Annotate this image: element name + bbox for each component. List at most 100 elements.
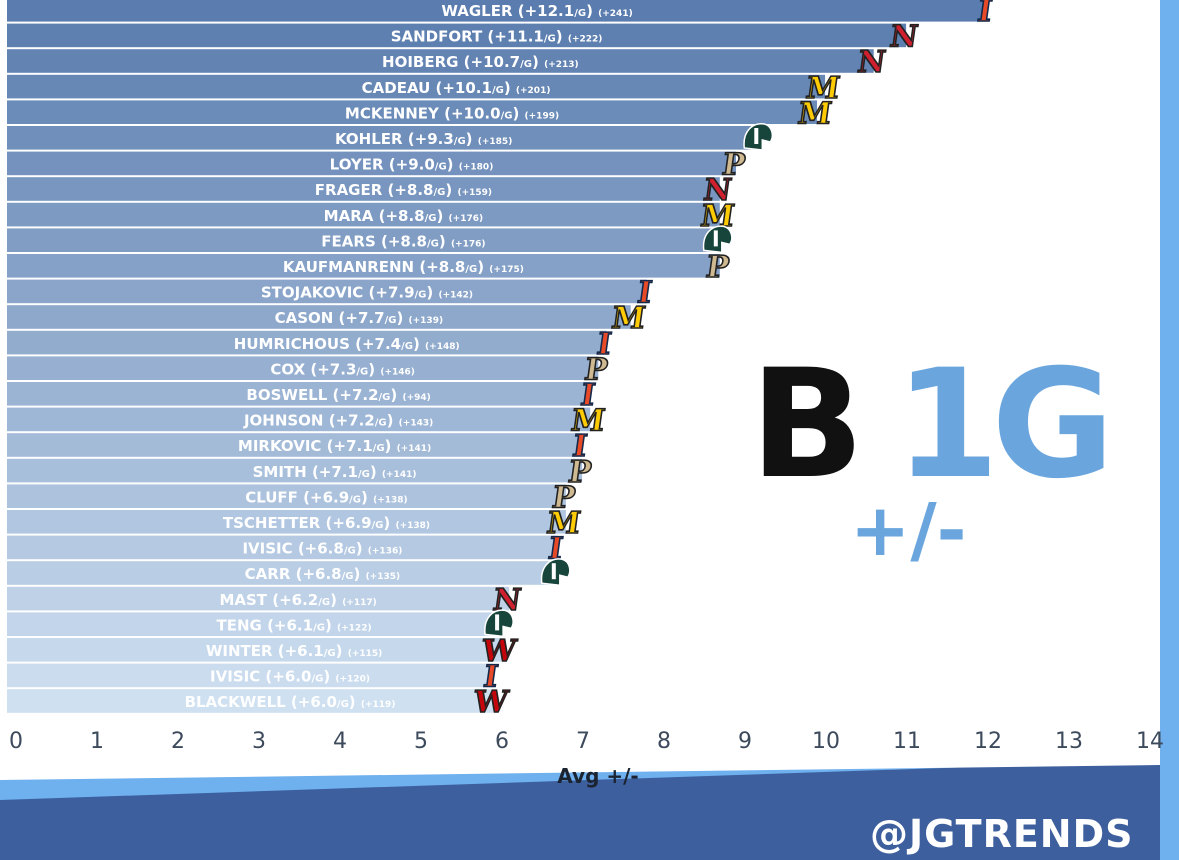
x-tick-label: 11 xyxy=(893,729,921,754)
player-name: SANDFORT (+11.1 xyxy=(391,28,544,46)
player-name: IVISIC (+6.0 xyxy=(210,668,311,686)
close-paren: ) xyxy=(368,360,380,378)
bar-cluff xyxy=(7,484,566,508)
season-total: (+115) xyxy=(348,649,383,659)
svg-text:N: N xyxy=(888,20,920,55)
per-game-unit: /G xyxy=(313,622,325,633)
bar-mara xyxy=(7,202,720,227)
svg-text:N: N xyxy=(855,45,887,80)
bar-label: FRAGER (+8.8/G) (+159) xyxy=(315,181,492,199)
player-name: MCKENNEY (+10.0 xyxy=(345,104,501,122)
bar-boswell xyxy=(7,382,591,406)
x-tick-label: 6 xyxy=(495,729,509,754)
per-game-unit: /G xyxy=(574,8,586,19)
player-name: KAUFMANRENN (+8.8 xyxy=(283,258,465,276)
bar-label: CADEAU (+10.1/G) (+201) xyxy=(362,79,551,97)
player-name: BLACKWELL (+6.0 xyxy=(185,693,337,711)
bar-label: IVISIC (+6.8/G) (+136) xyxy=(242,540,402,558)
close-paren: ) xyxy=(323,668,335,686)
per-game-unit: /G xyxy=(401,341,413,352)
player-name: WAGLER (+12.1 xyxy=(441,2,574,20)
close-paren: ) xyxy=(512,104,524,122)
per-game-unit: /G xyxy=(415,290,427,301)
per-game-unit: /G xyxy=(375,418,387,429)
svg-text:I: I xyxy=(635,276,654,311)
season-total: (+136) xyxy=(368,547,403,557)
bar-label: TSCHETTER (+6.9/G) (+138) xyxy=(223,514,430,532)
michigan-m-icon: M xyxy=(803,70,843,106)
bar-mast xyxy=(7,586,510,611)
logo-b: B xyxy=(750,338,864,512)
player-name: WINTER (+6.1 xyxy=(206,642,324,660)
close-paren: ) xyxy=(353,565,365,583)
bars-group xyxy=(7,0,988,713)
bar-stojakovic xyxy=(7,279,647,304)
player-name: CASON (+7.7 xyxy=(275,309,385,327)
purdue-p-icon: P xyxy=(719,147,748,183)
close-paren: ) xyxy=(336,642,348,660)
bar-fears xyxy=(7,228,720,252)
season-total: (+213) xyxy=(544,60,579,70)
season-total: (+141) xyxy=(382,470,417,480)
bar-label: KAUFMANRENN (+8.8/G) (+175) xyxy=(283,258,524,276)
season-total: (+222) xyxy=(568,35,603,45)
logo-plus-minus: +/- xyxy=(850,488,967,572)
bar-teng xyxy=(7,612,502,636)
season-total: (+201) xyxy=(516,86,551,96)
per-game-unit: /G xyxy=(544,34,556,45)
season-total: (+176) xyxy=(449,214,484,224)
svg-text:M: M xyxy=(796,97,834,132)
close-paren: ) xyxy=(413,335,425,353)
player-name: FRAGER (+8.8 xyxy=(315,181,434,199)
close-paren: ) xyxy=(370,463,382,481)
spartan-helmet-icon xyxy=(743,123,774,151)
svg-text:I: I xyxy=(595,327,614,362)
close-paren: ) xyxy=(532,53,544,71)
per-game-unit: /G xyxy=(385,315,397,326)
frame-right-edge xyxy=(1160,0,1179,860)
bar-kohler xyxy=(7,126,761,150)
nebraska-n-icon: N xyxy=(855,45,889,81)
bar-wagler xyxy=(7,0,988,22)
player-name: MARA (+8.8 xyxy=(324,207,425,225)
bar-label: TENG (+6.1/G) (+122) xyxy=(217,616,372,634)
player-name: BOSWELL (+7.2 xyxy=(246,386,378,404)
bar-label: FEARS (+8.8/G) (+176) xyxy=(321,232,485,250)
x-tick-label: 3 xyxy=(252,729,266,754)
player-name: CLUFF (+6.9 xyxy=(245,488,349,506)
player-name: MAST (+6.2 xyxy=(219,591,318,609)
bar-loyer xyxy=(7,151,736,176)
x-tick-label: 2 xyxy=(171,729,185,754)
bar-johnson xyxy=(7,407,591,432)
svg-text:P: P xyxy=(720,148,747,183)
close-paren: ) xyxy=(436,207,448,225)
per-game-unit: /G xyxy=(434,187,446,198)
nebraska-n-icon: N xyxy=(701,173,735,209)
bar-cox xyxy=(7,356,599,380)
close-paren: ) xyxy=(426,284,438,302)
bar-label: CARR (+6.8/G) (+135) xyxy=(245,565,400,583)
close-paren: ) xyxy=(504,79,516,97)
bar-label: COX (+7.3/G) (+146) xyxy=(270,360,415,378)
close-paren: ) xyxy=(356,540,368,558)
season-total: (+122) xyxy=(337,623,372,633)
player-name: SMITH (+7.1 xyxy=(253,463,358,481)
bar-label: BOSWELL (+7.2/G) (+94) xyxy=(246,386,430,404)
season-total: (+120) xyxy=(335,675,370,685)
season-total: (+146) xyxy=(380,367,415,377)
x-tick-label: 1 xyxy=(90,729,104,754)
bar-label: JOHNSON (+7.2/G) (+143) xyxy=(243,412,433,430)
svg-text:M: M xyxy=(609,301,647,336)
michigan-m-icon: M xyxy=(609,301,649,337)
season-total: (+185) xyxy=(478,137,513,147)
per-game-unit: /G xyxy=(358,469,370,480)
wisconsin-w-icon: W xyxy=(478,633,520,669)
season-total: (+175) xyxy=(489,265,524,275)
player-name: TSCHETTER (+6.9 xyxy=(223,514,372,532)
player-name: TENG (+6.1 xyxy=(217,616,314,634)
bar-label: CLUFF (+6.9/G) (+138) xyxy=(245,488,407,506)
bar-label: CASON (+7.7/G) (+139) xyxy=(275,309,443,327)
close-paren: ) xyxy=(383,514,395,532)
season-total: (+138) xyxy=(395,521,430,531)
